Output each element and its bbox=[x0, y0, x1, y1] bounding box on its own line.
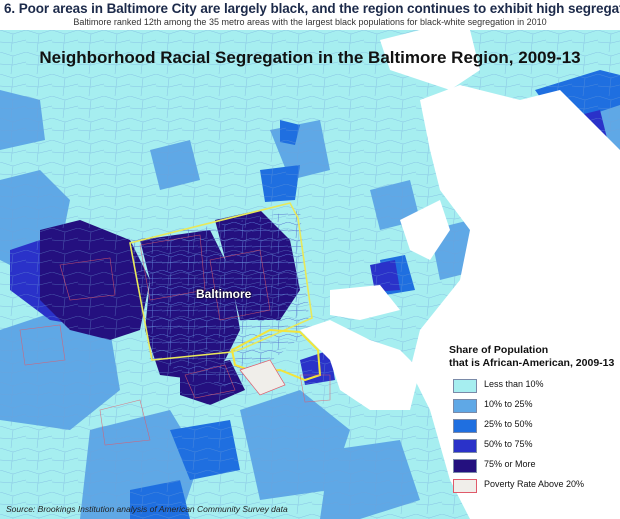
source-note: Source: Brookings Institution analysis o… bbox=[6, 504, 288, 514]
page-header: 6. Poor areas in Baltimore City are larg… bbox=[0, 0, 620, 30]
map-title: Neighborhood Racial Segregation in the B… bbox=[39, 48, 581, 67]
legend-swatch bbox=[453, 439, 477, 453]
legend-label: 50% to 75% bbox=[484, 439, 533, 449]
map-frame[interactable]: Neighborhood Racial Segregation in the B… bbox=[0, 30, 620, 519]
legend-item: 50% to 75% bbox=[449, 436, 617, 455]
baltimore-label: Baltimore bbox=[196, 287, 252, 301]
page-title: 6. Poor areas in Baltimore City are larg… bbox=[4, 1, 620, 16]
legend-item: Less than 10% bbox=[449, 376, 617, 395]
segregation-map[interactable] bbox=[0, 30, 620, 519]
map-legend: Share of Population that is African-Amer… bbox=[449, 344, 617, 495]
poverty-tract-harbor bbox=[239, 359, 286, 396]
legend-swatch bbox=[453, 459, 477, 473]
legend-label: 25% to 50% bbox=[484, 419, 533, 429]
legend-swatch bbox=[453, 479, 477, 493]
legend-item: 75% or More bbox=[449, 456, 617, 475]
legend-item: 10% to 25% bbox=[449, 396, 617, 415]
legend-item: 25% to 50% bbox=[449, 416, 617, 435]
legend-swatch bbox=[453, 379, 477, 393]
legend-title-line2: that is African-American, 2009-13 bbox=[449, 357, 615, 369]
legend-label: Poverty Rate Above 20% bbox=[484, 479, 585, 489]
legend-item: Poverty Rate Above 20% bbox=[449, 476, 617, 495]
legend-swatch bbox=[453, 419, 477, 433]
legend-title-line1: Share of Population bbox=[449, 344, 549, 356]
page-subtitle: Baltimore ranked 12th among the 35 metro… bbox=[73, 17, 547, 27]
poverty-outlines bbox=[19, 234, 331, 446]
legend-label: 10% to 25% bbox=[484, 399, 533, 409]
legend-label: 75% or More bbox=[484, 459, 536, 469]
legend-swatch bbox=[453, 399, 477, 413]
legend-label: Less than 10% bbox=[484, 379, 544, 389]
baltimore-city-boundary bbox=[129, 202, 313, 361]
